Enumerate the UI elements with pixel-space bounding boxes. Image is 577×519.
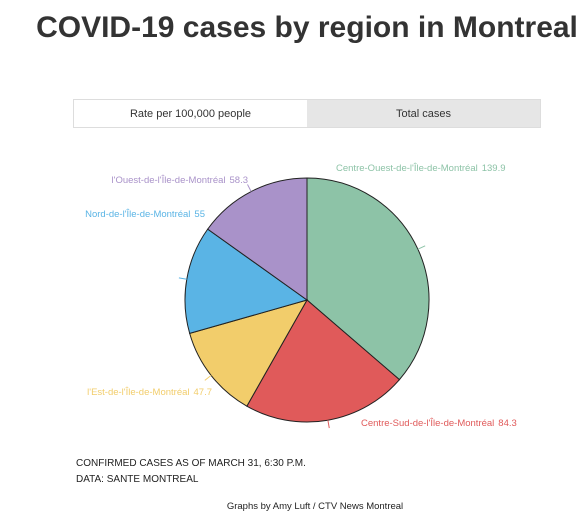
slice-value: 84.3 [498, 418, 517, 429]
tab-bar: Rate per 100,000 people Total cases [73, 99, 541, 128]
slice-label: Centre-Sud-de-l'Île-de-Montréal 84.3 [361, 418, 517, 429]
slice-label: l'Ouest-de-l'Île-de-Montréal 58.3 [112, 175, 248, 186]
pie-slice [189, 299, 309, 407]
slice-label: Nord-de-l'Île-de-Montréal 55 [85, 209, 205, 220]
leader-line [327, 420, 330, 429]
slice-value: 139.9 [482, 163, 506, 174]
credit: Graphs by Amy Luft / CTV News Montreal [226, 501, 404, 512]
slice-name: Centre-Sud-de-l'Île-de-Montréal [361, 418, 494, 429]
slice-name: Centre-Ouest-de-l'Île-de-Montréal [336, 163, 478, 174]
leader-line [417, 245, 426, 250]
pie-slice [206, 177, 308, 301]
slice-name: l'Est-de-l'Île-de-Montréal [87, 387, 189, 398]
leader-line [178, 277, 187, 280]
leader-line [204, 375, 212, 381]
slice-name: Nord-de-l'Île-de-Montréal [85, 209, 190, 220]
pie-slice [246, 299, 401, 423]
leader-line [247, 184, 252, 192]
note: DATA: SANTE MONTREAL [76, 474, 199, 485]
tab[interactable]: Rate per 100,000 people [74, 100, 307, 127]
tab[interactable]: Total cases [307, 100, 540, 127]
slice-label: Centre-Ouest-de-l'Île-de-Montréal 139.9 [336, 163, 506, 174]
pie-slice [306, 177, 430, 381]
slice-value: 55 [194, 209, 205, 220]
note: CONFIRMED CASES AS OF MARCH 31, 6:30 P.M… [76, 458, 306, 469]
slice-value: 47.7 [194, 387, 213, 398]
slice-label: l'Est-de-l'Île-de-Montréal 47.7 [87, 387, 212, 398]
slice-name: l'Ouest-de-l'Île-de-Montréal [112, 175, 226, 186]
title: COVID-19 cases by region in Montreal [36, 11, 577, 44]
slice-value: 58.3 [230, 175, 249, 186]
